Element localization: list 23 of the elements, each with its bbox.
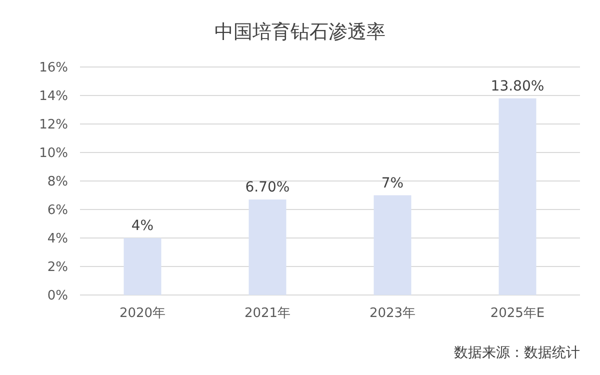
y-tick-label: 6% xyxy=(47,203,68,218)
y-tick-label: 16% xyxy=(39,60,68,76)
bar xyxy=(248,200,286,295)
chart-title: 中国培育钻石渗透率 xyxy=(214,21,386,43)
y-tick-label: 0% xyxy=(47,288,68,304)
x-tick-label: 2023年 xyxy=(369,306,416,321)
y-tick-label: 10% xyxy=(39,146,68,162)
data-label: 13.80% xyxy=(490,78,544,94)
y-tick-label: 14% xyxy=(39,89,68,104)
bar xyxy=(374,195,412,295)
x-tick-label: 2021年 xyxy=(244,306,291,321)
bar xyxy=(498,98,536,295)
x-tick-label: 2020年 xyxy=(119,306,166,321)
data-label: 6.70% xyxy=(245,180,290,196)
y-tick-label: 8% xyxy=(47,174,68,190)
data-label: 7% xyxy=(381,175,404,192)
data-label: 4% xyxy=(131,218,154,234)
y-tick-label: 2% xyxy=(47,260,68,276)
y-tick-label: 4% xyxy=(47,232,68,247)
bar xyxy=(124,238,162,295)
x-tick-label: 2025年E xyxy=(490,306,545,321)
source-note: 数据来源：数据统计 xyxy=(454,345,580,361)
y-tick-label: 12% xyxy=(39,118,68,133)
